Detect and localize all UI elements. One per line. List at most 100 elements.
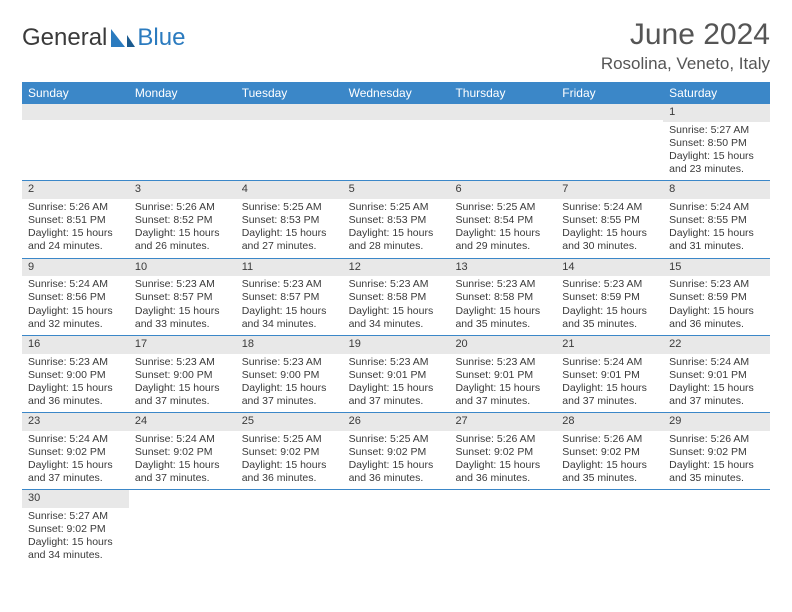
sunrise-line: Sunrise: 5:26 AM bbox=[135, 201, 230, 214]
day-number: 11 bbox=[236, 259, 343, 277]
day-number bbox=[22, 104, 129, 120]
day-number: 1 bbox=[663, 104, 770, 122]
calendar-cell: 15Sunrise: 5:23 AMSunset: 8:59 PMDayligh… bbox=[663, 259, 770, 335]
day-number bbox=[236, 104, 343, 120]
sunset-line: Sunset: 8:57 PM bbox=[135, 291, 230, 304]
calendar-week: 30Sunrise: 5:27 AMSunset: 9:02 PMDayligh… bbox=[22, 490, 770, 566]
daylight-line: Daylight: 15 hours and 37 minutes. bbox=[349, 382, 444, 408]
cell-body: Sunrise: 5:23 AMSunset: 8:59 PMDaylight:… bbox=[663, 276, 770, 335]
day-number: 5 bbox=[343, 181, 450, 199]
sunrise-line: Sunrise: 5:23 AM bbox=[349, 356, 444, 369]
daylight-line: Daylight: 15 hours and 23 minutes. bbox=[669, 150, 764, 176]
day-number: 12 bbox=[343, 259, 450, 277]
title-block: June 2024 Rosolina, Veneto, Italy bbox=[601, 18, 770, 74]
day-number: 15 bbox=[663, 259, 770, 277]
cell-body: Sunrise: 5:23 AMSunset: 9:01 PMDaylight:… bbox=[449, 354, 556, 413]
day-number: 22 bbox=[663, 336, 770, 354]
daylight-line: Daylight: 15 hours and 33 minutes. bbox=[135, 305, 230, 331]
sunset-line: Sunset: 9:02 PM bbox=[455, 446, 550, 459]
daylight-line: Daylight: 15 hours and 34 minutes. bbox=[349, 305, 444, 331]
sunrise-line: Sunrise: 5:25 AM bbox=[242, 433, 337, 446]
day-number: 6 bbox=[449, 181, 556, 199]
day-number: 3 bbox=[129, 181, 236, 199]
daylight-line: Daylight: 15 hours and 36 minutes. bbox=[349, 459, 444, 485]
calendar-cell: 16Sunrise: 5:23 AMSunset: 9:00 PMDayligh… bbox=[22, 336, 129, 412]
calendar-cell bbox=[449, 490, 556, 566]
cell-body bbox=[556, 120, 663, 126]
day-number bbox=[663, 490, 770, 506]
sunset-line: Sunset: 9:02 PM bbox=[28, 523, 123, 536]
daylight-line: Daylight: 15 hours and 36 minutes. bbox=[28, 382, 123, 408]
day-number: 7 bbox=[556, 181, 663, 199]
day-number: 20 bbox=[449, 336, 556, 354]
calendar-week: 23Sunrise: 5:24 AMSunset: 9:02 PMDayligh… bbox=[22, 413, 770, 490]
sunrise-line: Sunrise: 5:24 AM bbox=[28, 433, 123, 446]
daylight-line: Daylight: 15 hours and 37 minutes. bbox=[242, 382, 337, 408]
daylight-line: Daylight: 15 hours and 34 minutes. bbox=[242, 305, 337, 331]
cell-body: Sunrise: 5:26 AMSunset: 8:52 PMDaylight:… bbox=[129, 199, 236, 258]
day-number: 18 bbox=[236, 336, 343, 354]
day-header: Monday bbox=[129, 82, 236, 104]
daylight-line: Daylight: 15 hours and 37 minutes. bbox=[135, 459, 230, 485]
calendar-week: 1Sunrise: 5:27 AMSunset: 8:50 PMDaylight… bbox=[22, 104, 770, 181]
sunrise-line: Sunrise: 5:23 AM bbox=[28, 356, 123, 369]
daylight-line: Daylight: 15 hours and 35 minutes. bbox=[669, 459, 764, 485]
cell-body: Sunrise: 5:24 AMSunset: 8:55 PMDaylight:… bbox=[663, 199, 770, 258]
sunset-line: Sunset: 8:58 PM bbox=[455, 291, 550, 304]
day-number: 13 bbox=[449, 259, 556, 277]
sunset-line: Sunset: 8:53 PM bbox=[242, 214, 337, 227]
sunrise-line: Sunrise: 5:26 AM bbox=[28, 201, 123, 214]
cell-body: Sunrise: 5:25 AMSunset: 8:54 PMDaylight:… bbox=[449, 199, 556, 258]
calendar-cell: 21Sunrise: 5:24 AMSunset: 9:01 PMDayligh… bbox=[556, 336, 663, 412]
day-number: 17 bbox=[129, 336, 236, 354]
sunrise-line: Sunrise: 5:26 AM bbox=[562, 433, 657, 446]
sunset-line: Sunset: 9:02 PM bbox=[349, 446, 444, 459]
cell-body: Sunrise: 5:23 AMSunset: 8:57 PMDaylight:… bbox=[236, 276, 343, 335]
sunset-line: Sunset: 8:58 PM bbox=[349, 291, 444, 304]
calendar-cell bbox=[556, 104, 663, 180]
daylight-line: Daylight: 15 hours and 24 minutes. bbox=[28, 227, 123, 253]
day-number bbox=[236, 490, 343, 506]
calendar-cell bbox=[343, 490, 450, 566]
daylight-line: Daylight: 15 hours and 35 minutes. bbox=[562, 459, 657, 485]
sunrise-line: Sunrise: 5:23 AM bbox=[135, 278, 230, 291]
sunrise-line: Sunrise: 5:25 AM bbox=[455, 201, 550, 214]
sunset-line: Sunset: 8:57 PM bbox=[242, 291, 337, 304]
cell-body: Sunrise: 5:25 AMSunset: 9:02 PMDaylight:… bbox=[343, 431, 450, 490]
sunrise-line: Sunrise: 5:23 AM bbox=[242, 278, 337, 291]
month-title: June 2024 bbox=[601, 18, 770, 52]
calendar-cell: 23Sunrise: 5:24 AMSunset: 9:02 PMDayligh… bbox=[22, 413, 129, 489]
day-number bbox=[343, 490, 450, 506]
day-number: 10 bbox=[129, 259, 236, 277]
calendar: Sunday Monday Tuesday Wednesday Thursday… bbox=[22, 82, 770, 567]
cell-body: Sunrise: 5:23 AMSunset: 9:01 PMDaylight:… bbox=[343, 354, 450, 413]
cell-body: Sunrise: 5:24 AMSunset: 9:02 PMDaylight:… bbox=[22, 431, 129, 490]
day-number bbox=[343, 104, 450, 120]
calendar-cell: 19Sunrise: 5:23 AMSunset: 9:01 PMDayligh… bbox=[343, 336, 450, 412]
daylight-line: Daylight: 15 hours and 36 minutes. bbox=[455, 459, 550, 485]
sunset-line: Sunset: 9:00 PM bbox=[242, 369, 337, 382]
daylight-line: Daylight: 15 hours and 34 minutes. bbox=[28, 536, 123, 562]
calendar-cell: 7Sunrise: 5:24 AMSunset: 8:55 PMDaylight… bbox=[556, 181, 663, 257]
cell-body bbox=[449, 120, 556, 126]
day-header: Tuesday bbox=[236, 82, 343, 104]
day-number: 27 bbox=[449, 413, 556, 431]
sunrise-line: Sunrise: 5:25 AM bbox=[242, 201, 337, 214]
sunset-line: Sunset: 8:55 PM bbox=[562, 214, 657, 227]
daylight-line: Daylight: 15 hours and 35 minutes. bbox=[455, 305, 550, 331]
logo-text-1: General bbox=[22, 24, 107, 52]
daylight-line: Daylight: 15 hours and 37 minutes. bbox=[135, 382, 230, 408]
day-number: 16 bbox=[22, 336, 129, 354]
calendar-cell: 24Sunrise: 5:24 AMSunset: 9:02 PMDayligh… bbox=[129, 413, 236, 489]
cell-body: Sunrise: 5:24 AMSunset: 8:56 PMDaylight:… bbox=[22, 276, 129, 335]
calendar-cell: 2Sunrise: 5:26 AMSunset: 8:51 PMDaylight… bbox=[22, 181, 129, 257]
calendar-cell: 11Sunrise: 5:23 AMSunset: 8:57 PMDayligh… bbox=[236, 259, 343, 335]
sunrise-line: Sunrise: 5:26 AM bbox=[669, 433, 764, 446]
sunrise-line: Sunrise: 5:25 AM bbox=[349, 201, 444, 214]
sunrise-line: Sunrise: 5:24 AM bbox=[562, 356, 657, 369]
calendar-cell: 9Sunrise: 5:24 AMSunset: 8:56 PMDaylight… bbox=[22, 259, 129, 335]
logo-text-2: Blue bbox=[137, 24, 185, 52]
day-number: 4 bbox=[236, 181, 343, 199]
cell-body: Sunrise: 5:24 AMSunset: 9:01 PMDaylight:… bbox=[556, 354, 663, 413]
calendar-cell bbox=[129, 104, 236, 180]
